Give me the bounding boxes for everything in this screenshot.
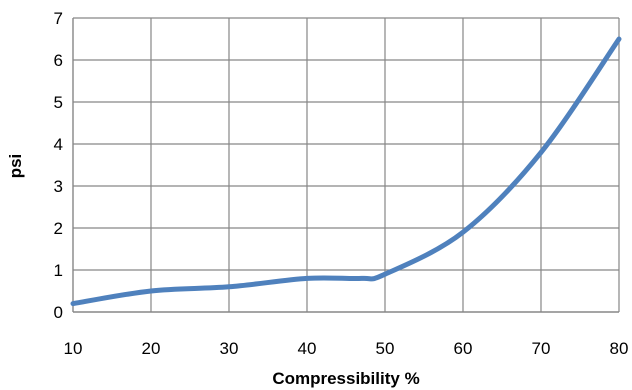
x-tick-labels: 10 20 30 40 50 60 70 80 (64, 339, 629, 358)
series-line (70, 36, 622, 307)
y-tick-label: 1 (54, 261, 63, 280)
x-tick-label: 40 (298, 339, 317, 358)
x-tick-label: 30 (220, 339, 239, 358)
series-layer (70, 36, 622, 307)
y-axis-title: psi (6, 154, 25, 179)
y-tick-label: 7 (54, 9, 63, 28)
y-tick-label: 3 (54, 177, 63, 196)
y-tick-label: 0 (54, 303, 63, 322)
grid (72, 17, 620, 313)
x-tick-label: 70 (532, 339, 551, 358)
y-tick-label: 4 (54, 135, 63, 154)
x-tick-label: 20 (142, 339, 161, 358)
y-tick-label: 2 (54, 219, 63, 238)
x-axis-title: Compressibility % (272, 369, 419, 388)
x-tick-label: 60 (454, 339, 473, 358)
x-tick-label: 80 (610, 339, 629, 358)
x-tick-label: 50 (376, 339, 395, 358)
x-tick-label: 10 (64, 339, 83, 358)
y-tick-label: 6 (54, 51, 63, 70)
y-tick-label: 5 (54, 93, 63, 112)
y-tick-labels: 0 1 2 3 4 5 6 7 (54, 9, 63, 322)
